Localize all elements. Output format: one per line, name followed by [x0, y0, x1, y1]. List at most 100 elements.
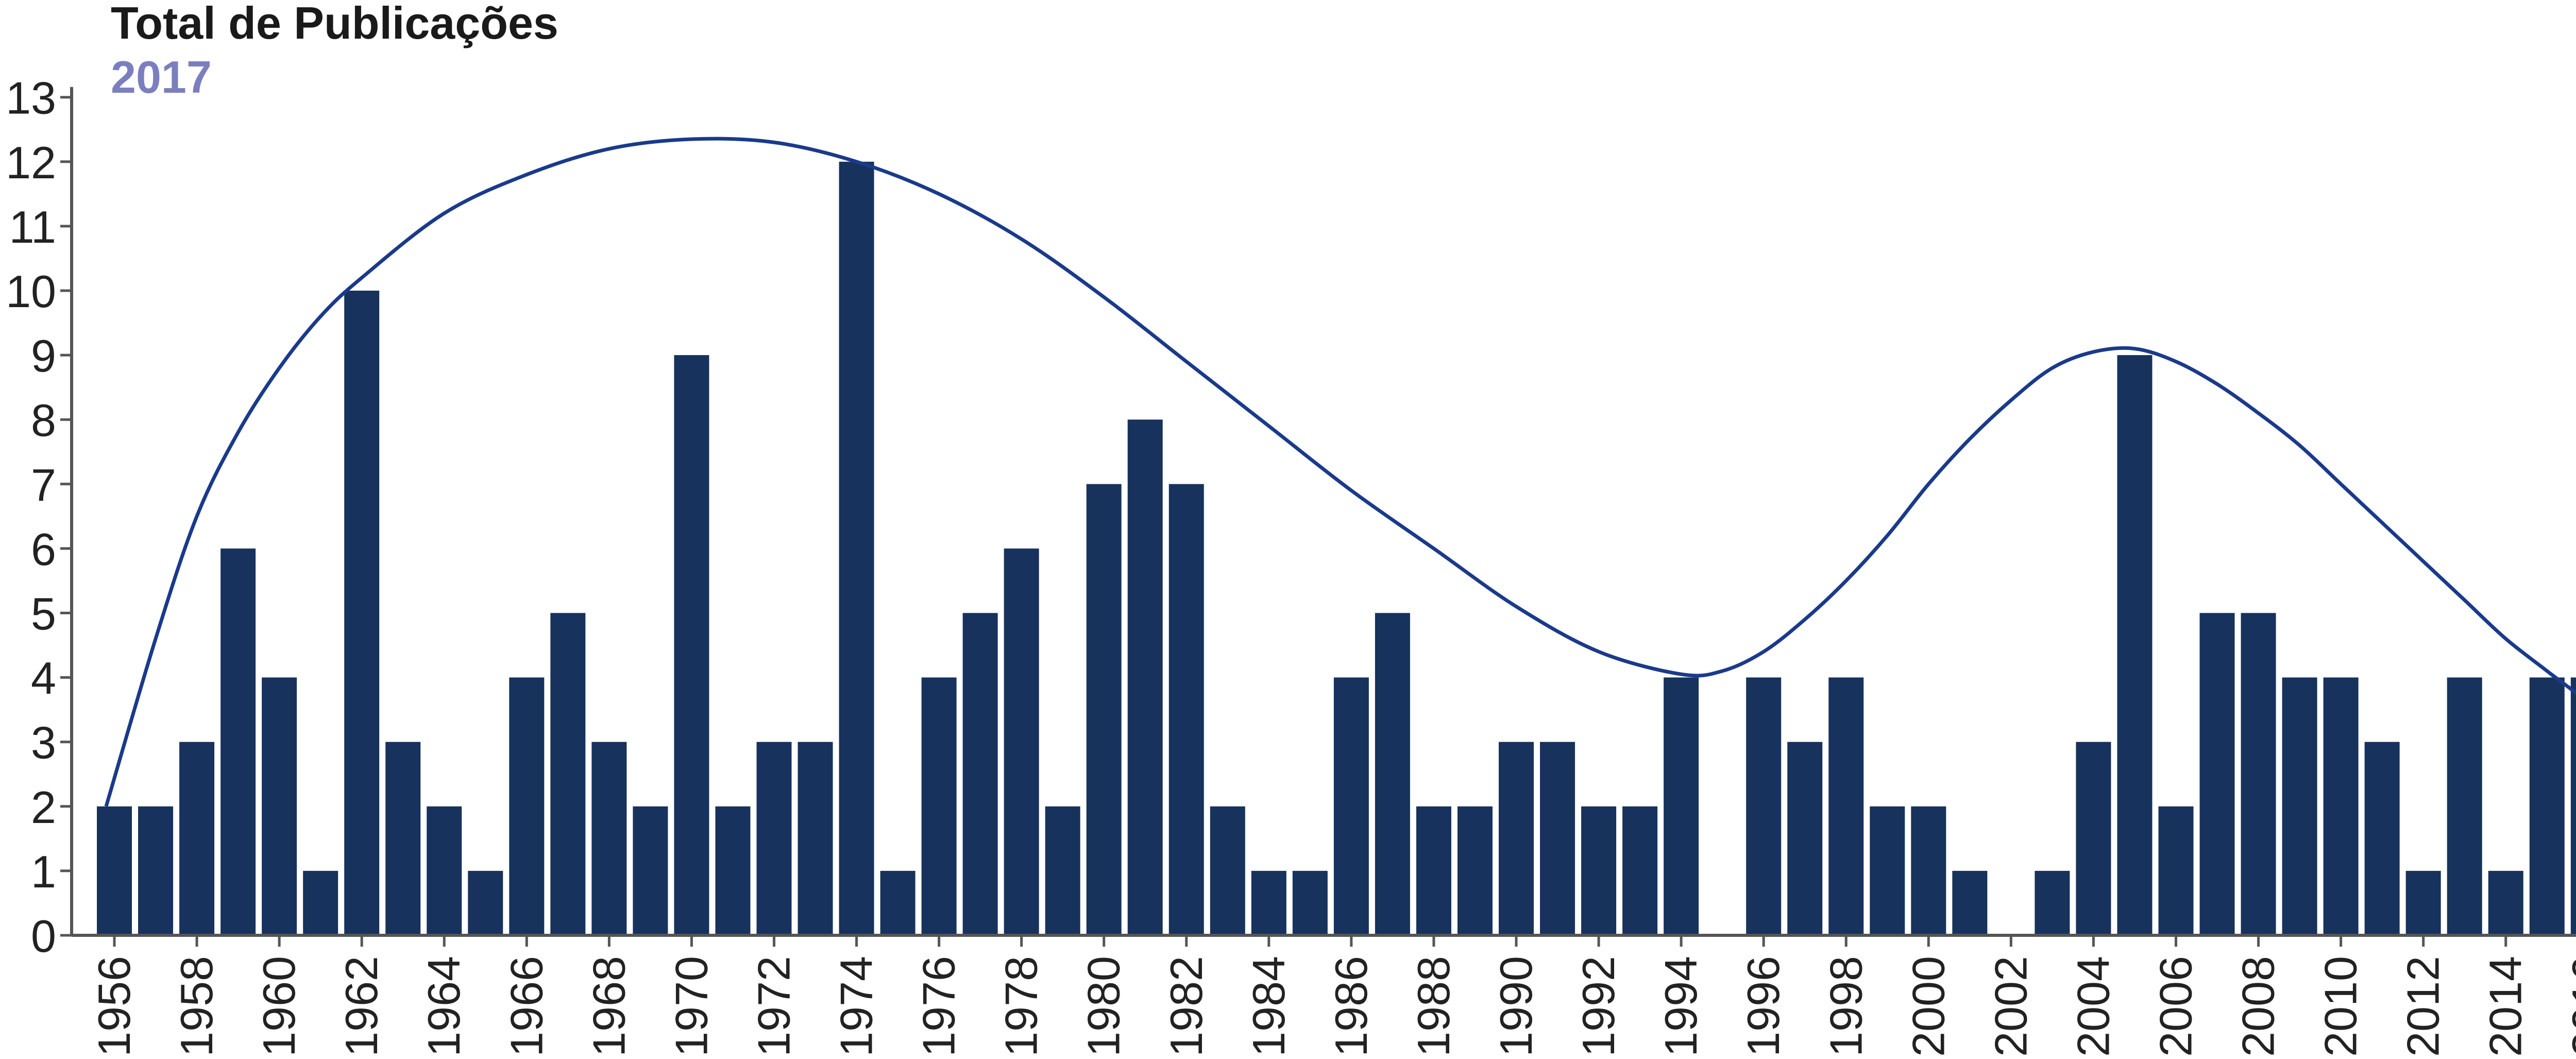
- bar-1973: [798, 742, 833, 935]
- x-tick-label: 1958: [171, 956, 222, 1057]
- x-tick-label: 1994: [1655, 956, 1706, 1057]
- y-tick-label: 1: [31, 846, 56, 897]
- bar-1970: [674, 355, 709, 935]
- bar-1972: [756, 742, 792, 935]
- y-tick-label: 10: [6, 266, 56, 317]
- bar-1963: [385, 742, 421, 935]
- x-tick-label: 2000: [1903, 956, 1954, 1057]
- bar-2016: [2570, 677, 2576, 935]
- bar-2009: [2282, 677, 2317, 935]
- bar-2006: [2158, 806, 2194, 935]
- bar-1964: [427, 806, 462, 935]
- bar-1957: [138, 806, 174, 935]
- x-tick-label: 1976: [913, 956, 964, 1057]
- x-tick-label: 1980: [1078, 956, 1129, 1057]
- x-tick-label: 2006: [2150, 956, 2201, 1057]
- bar-1976: [921, 677, 957, 935]
- bar-1985: [1292, 870, 1328, 935]
- trendline-group: [104, 137, 2576, 807]
- x-tick-label: 2010: [2315, 956, 2366, 1057]
- bar-2007: [2199, 613, 2235, 935]
- y-tick-label: 13: [6, 73, 56, 124]
- bar-1999: [1870, 806, 1905, 935]
- y-tick-label: 9: [31, 330, 56, 381]
- x-tick-label: 1998: [1820, 956, 1871, 1057]
- x-tick-label: 1960: [253, 956, 304, 1057]
- bar-2011: [2364, 742, 2400, 935]
- x-tick-label: 1978: [996, 956, 1047, 1057]
- x-tick-label: 1966: [501, 956, 552, 1057]
- bar-1975: [880, 870, 916, 935]
- x-tick-label: 1992: [1573, 956, 1624, 1057]
- x-tick-label: 1974: [831, 956, 882, 1057]
- bar-2015: [2529, 677, 2565, 935]
- y-tick-label: 0: [31, 911, 56, 962]
- bar-1990: [1499, 742, 1534, 935]
- x-tick-label: 1956: [89, 956, 140, 1057]
- x-tick-label: 2004: [2067, 956, 2119, 1057]
- bar-1967: [550, 613, 586, 935]
- bar-1989: [1457, 806, 1493, 935]
- bar-1962: [344, 291, 380, 935]
- y-tick-label: 7: [31, 459, 56, 510]
- y-tick-label: 11: [9, 201, 56, 253]
- bar-1959: [221, 548, 256, 935]
- bar-1958: [179, 742, 215, 935]
- x-tick-label: 1970: [666, 956, 717, 1057]
- bar-1997: [1787, 742, 1823, 935]
- bar-1971: [715, 806, 751, 935]
- x-tick-label: 1988: [1408, 956, 1459, 1057]
- x-tick-label: 2002: [1985, 956, 2036, 1057]
- y-tick-label: 12: [6, 137, 56, 188]
- bar-1969: [633, 806, 668, 935]
- bar-1956: [97, 806, 132, 935]
- bar-1993: [1622, 806, 1658, 935]
- bar-2003: [2035, 870, 2070, 935]
- bar-1996: [1746, 677, 1782, 935]
- bar-2004: [2076, 742, 2111, 935]
- bar-1977: [962, 613, 998, 935]
- bar-1979: [1045, 806, 1080, 935]
- x-tick-label: 2012: [2398, 956, 2449, 1057]
- bar-2000: [1911, 806, 1946, 935]
- bar-1960: [262, 677, 297, 935]
- bar-1966: [509, 677, 545, 935]
- y-tick-label: 5: [31, 589, 56, 640]
- bar-2014: [2488, 870, 2523, 935]
- bar-1974: [839, 161, 874, 935]
- x-tick-label: 2016: [2563, 956, 2576, 1057]
- bar-2008: [2241, 613, 2276, 935]
- bar-1983: [1210, 806, 1245, 935]
- bar-1980: [1086, 484, 1122, 935]
- x-tick-label: 1964: [418, 956, 469, 1057]
- bar-1984: [1251, 870, 1286, 935]
- bar-1986: [1333, 677, 1369, 935]
- chart-title: Total de Publicações: [111, 0, 558, 48]
- x-tick-label: 1984: [1243, 956, 1294, 1057]
- x-tick-label: 1986: [1326, 956, 1377, 1057]
- x-tick-label: 1962: [336, 956, 387, 1057]
- bar-1994: [1664, 677, 1699, 935]
- x-tick-label: 1972: [748, 956, 799, 1057]
- x-tick-label: 1968: [583, 956, 634, 1057]
- y-tick-label: 6: [31, 524, 56, 575]
- bar-1988: [1416, 806, 1451, 935]
- bar-1991: [1540, 742, 1575, 935]
- bars-group: [97, 161, 2576, 935]
- y-tick-label: 3: [31, 717, 56, 768]
- bar-1965: [468, 870, 503, 935]
- x-tick-label: 1996: [1738, 956, 1789, 1057]
- bar-2005: [2117, 355, 2153, 935]
- y-tick-label: 4: [31, 653, 56, 704]
- bar-1992: [1581, 806, 1617, 935]
- y-tick-label: 8: [31, 395, 56, 446]
- bar-1978: [1004, 548, 1039, 935]
- bar-1961: [303, 870, 338, 935]
- bar-2013: [2447, 677, 2482, 935]
- bar-2001: [1952, 870, 1988, 935]
- bar-1982: [1168, 484, 1204, 935]
- chart-subtitle: 2017: [111, 52, 212, 103]
- x-tick-label: 2008: [2233, 956, 2284, 1057]
